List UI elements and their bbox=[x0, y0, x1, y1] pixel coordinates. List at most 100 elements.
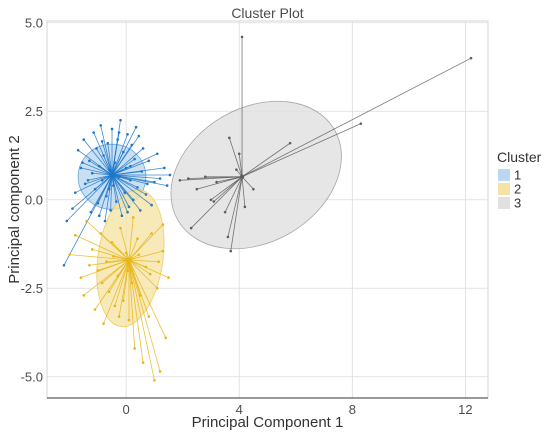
data-point-cluster-2 bbox=[68, 253, 71, 256]
data-point-cluster-1 bbox=[126, 132, 129, 136]
data-point-cluster-2 bbox=[117, 315, 121, 318]
cluster-spoke-1 bbox=[100, 125, 113, 176]
data-point-cluster-2 bbox=[133, 347, 136, 350]
cluster-center-1 bbox=[109, 172, 115, 178]
data-point-cluster-1 bbox=[86, 178, 90, 182]
data-point-cluster-3 bbox=[288, 141, 292, 145]
data-point-cluster-1 bbox=[73, 191, 77, 194]
data-point-cluster-1 bbox=[93, 187, 97, 191]
data-point-cluster-3 bbox=[228, 136, 231, 140]
cluster-spoke-1 bbox=[85, 174, 113, 185]
data-point-cluster-1 bbox=[122, 150, 125, 154]
cluster-spoke-2 bbox=[75, 234, 130, 261]
data-point-cluster-1 bbox=[129, 164, 132, 168]
y-axis-title: Principal component 2 bbox=[6, 135, 23, 283]
cluster-spoke-1 bbox=[82, 162, 113, 176]
data-point-cluster-2 bbox=[88, 263, 91, 267]
data-point-cluster-2 bbox=[122, 299, 125, 302]
data-point-cluster-2 bbox=[116, 274, 119, 278]
cluster-spoke-2 bbox=[83, 259, 130, 296]
data-point-cluster-1 bbox=[126, 210, 129, 214]
cluster-spoke-2 bbox=[120, 227, 130, 261]
y-tick-label: 0.0 bbox=[25, 192, 43, 207]
cluster-spoke-3 bbox=[241, 176, 246, 207]
data-point-cluster-1 bbox=[144, 193, 148, 196]
data-point-cluster-2 bbox=[144, 265, 148, 269]
data-point-cluster-1 bbox=[168, 173, 172, 177]
cluster-spoke-1 bbox=[111, 134, 128, 176]
data-point-cluster-3 bbox=[359, 122, 363, 125]
cluster-center-3 bbox=[239, 174, 245, 179]
legend-key-1 bbox=[498, 169, 510, 181]
cluster-spoke-2 bbox=[128, 224, 164, 261]
data-point-cluster-2 bbox=[119, 226, 122, 230]
data-point-cluster-3 bbox=[469, 56, 473, 60]
data-point-cluster-1 bbox=[150, 203, 153, 207]
cluster-spoke-1 bbox=[111, 174, 141, 211]
data-point-cluster-2 bbox=[148, 272, 152, 276]
data-point-cluster-1 bbox=[103, 219, 107, 223]
data-point-cluster-1 bbox=[133, 157, 136, 161]
data-point-cluster-2 bbox=[130, 281, 134, 285]
data-point-cluster-2 bbox=[136, 237, 139, 241]
data-point-cluster-3 bbox=[229, 249, 233, 253]
cluster-spoke-3 bbox=[213, 176, 243, 202]
data-point-cluster-2 bbox=[124, 251, 128, 255]
data-point-cluster-1 bbox=[97, 214, 101, 217]
cluster-spoke-3 bbox=[241, 176, 254, 190]
cluster-spoke-2 bbox=[128, 238, 138, 261]
data-point-cluster-1 bbox=[65, 219, 69, 223]
cluster-spoke-1 bbox=[111, 167, 165, 176]
y-tick-label: 5.0 bbox=[25, 15, 43, 30]
cluster-spoke-3 bbox=[224, 176, 243, 213]
data-point-cluster-2 bbox=[138, 294, 142, 297]
data-point-cluster-3 bbox=[204, 175, 207, 179]
data-point-cluster-1 bbox=[153, 180, 156, 184]
data-point-cluster-2 bbox=[127, 318, 131, 322]
data-point-cluster-2 bbox=[99, 232, 103, 235]
data-point-cluster-1 bbox=[147, 159, 151, 163]
data-point-cluster-3 bbox=[189, 226, 193, 230]
data-point-cluster-1 bbox=[99, 124, 103, 127]
cluster-spoke-1 bbox=[111, 174, 130, 208]
data-point-cluster-1 bbox=[107, 168, 111, 171]
data-point-cluster-1 bbox=[100, 140, 104, 143]
x-tick-label: 4 bbox=[236, 402, 243, 417]
data-point-cluster-1 bbox=[89, 210, 93, 214]
data-point-cluster-2 bbox=[73, 233, 77, 237]
data-point-cluster-2 bbox=[141, 361, 145, 364]
data-point-cluster-1 bbox=[140, 170, 144, 173]
data-point-cluster-1 bbox=[71, 207, 74, 210]
legend-label-3: 3 bbox=[514, 196, 521, 211]
cluster-spoke-2 bbox=[128, 259, 150, 317]
x-tick-label: 12 bbox=[458, 402, 472, 417]
data-point-cluster-1 bbox=[79, 166, 83, 170]
cluster-spoke-3 bbox=[241, 123, 361, 178]
data-point-cluster-1 bbox=[102, 154, 105, 157]
data-point-cluster-2 bbox=[155, 286, 159, 290]
y-tick-label: -2.5 bbox=[21, 281, 43, 296]
cluster-spoke-2 bbox=[128, 259, 144, 363]
data-point-cluster-1 bbox=[155, 152, 159, 156]
cluster-spoke-2 bbox=[101, 259, 130, 284]
data-point-cluster-1 bbox=[105, 194, 108, 198]
cluster-spoke-2 bbox=[128, 259, 167, 338]
data-point-cluster-1 bbox=[90, 171, 94, 175]
data-point-cluster-1 bbox=[117, 175, 121, 179]
data-point-cluster-3 bbox=[235, 168, 238, 171]
data-point-cluster-1 bbox=[136, 186, 139, 189]
cluster-spoke-3 bbox=[241, 142, 291, 178]
data-point-cluster-1 bbox=[131, 198, 135, 202]
cluster-spoke-2 bbox=[128, 259, 159, 263]
data-point-cluster-1 bbox=[83, 182, 87, 186]
chart-title: Cluster Plot bbox=[231, 5, 303, 21]
data-point-cluster-1 bbox=[124, 166, 128, 170]
data-point-cluster-2 bbox=[90, 248, 94, 251]
data-point-cluster-2 bbox=[102, 322, 105, 325]
cluster-spoke-1 bbox=[108, 174, 113, 190]
cluster-spoke-2 bbox=[111, 241, 130, 261]
cluster-spoke-3 bbox=[227, 176, 243, 238]
cluster-center-2 bbox=[126, 257, 132, 263]
data-point-cluster-2 bbox=[96, 269, 100, 272]
